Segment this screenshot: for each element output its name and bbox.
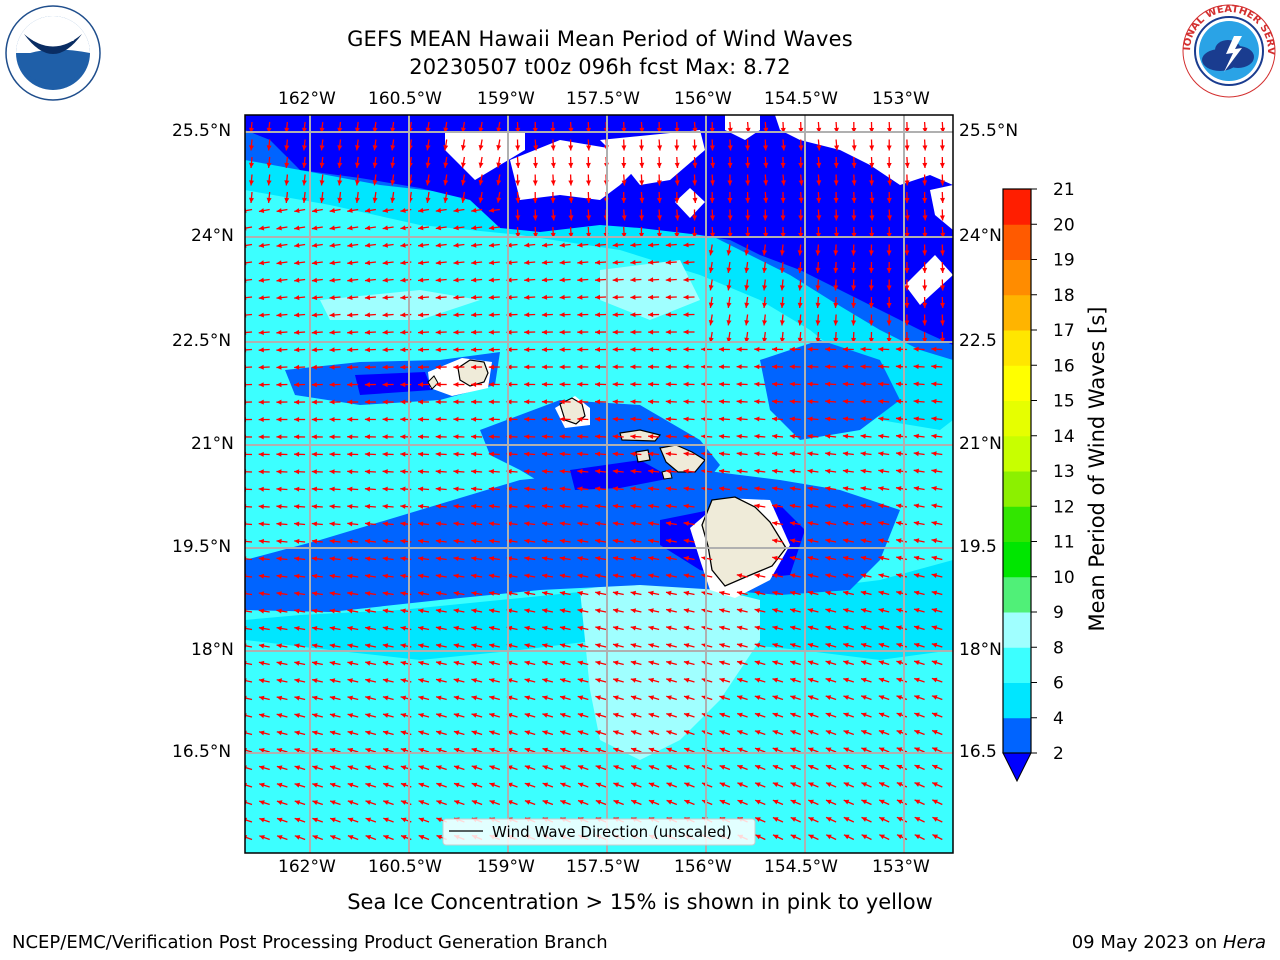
colorbar-segment	[1003, 260, 1031, 296]
colorbar-label: Mean Period of Wind Waves [s]	[1085, 289, 1109, 649]
colorbar-segment	[1003, 683, 1031, 719]
footer-host: Hera	[1223, 932, 1266, 953]
footer-credit: NCEP/EMC/Verification Post Processing Pr…	[12, 932, 608, 953]
colorbar-tick-label: 15	[1053, 392, 1075, 412]
colorbar-tick-label: 19	[1053, 251, 1075, 271]
footer-date-text: 09 May 2023 on	[1072, 932, 1223, 953]
colorbar-ticks: 2 4 6 8 9 10 11 12 13 14 15 16 17 18 19 20 21	[1031, 180, 1075, 764]
colorbar-segment	[1003, 718, 1031, 754]
colorbar-tick-label: 17	[1053, 321, 1075, 341]
colorbar-segment	[1003, 506, 1031, 542]
colorbar-segment	[1003, 365, 1031, 401]
colorbar-tick-label: 6	[1053, 674, 1064, 694]
colorbar-tick-label: 18	[1053, 286, 1075, 306]
colorbar-tick-label: 20	[1053, 215, 1075, 235]
colorbar-segment	[1003, 471, 1031, 507]
sea-ice-note-text: Sea Ice Concentration > 15% is shown in …	[347, 890, 933, 914]
colorbar-segment	[1003, 295, 1031, 331]
colorbar-segments	[1003, 189, 1031, 754]
colorbar-segment	[1003, 436, 1031, 472]
colorbar-tick-label: 16	[1053, 356, 1075, 376]
colorbar-segment	[1003, 577, 1031, 613]
colorbar-tick-label: 4	[1053, 709, 1064, 729]
colorbar-segment	[1003, 189, 1031, 225]
colorbar-tick-label: 14	[1053, 427, 1075, 447]
colorbar-segment	[1003, 224, 1031, 260]
colorbar-tick-label: 12	[1053, 497, 1075, 517]
colorbar-under-triangle	[1003, 753, 1031, 781]
colorbar-segment	[1003, 330, 1031, 366]
colorbar-tick-label: 13	[1053, 462, 1075, 482]
colorbar-segment	[1003, 542, 1031, 578]
sea-ice-note: Sea Ice Concentration > 15% is shown in …	[0, 890, 1280, 914]
footer-date: 09 May 2023 on Hera	[1072, 932, 1266, 953]
colorbar-tick-label: 21	[1053, 180, 1075, 200]
colorbar-segment	[1003, 612, 1031, 648]
colorbar-tick-label: 11	[1053, 533, 1075, 553]
colorbar-tick-label: 10	[1053, 568, 1075, 588]
colorbar-tick-label: 8	[1053, 638, 1064, 658]
colorbar-tick-label: 9	[1053, 603, 1064, 623]
colorbar-tick-label: 2	[1053, 744, 1064, 764]
colorbar-segment	[1003, 647, 1031, 683]
colorbar-segment	[1003, 401, 1031, 437]
